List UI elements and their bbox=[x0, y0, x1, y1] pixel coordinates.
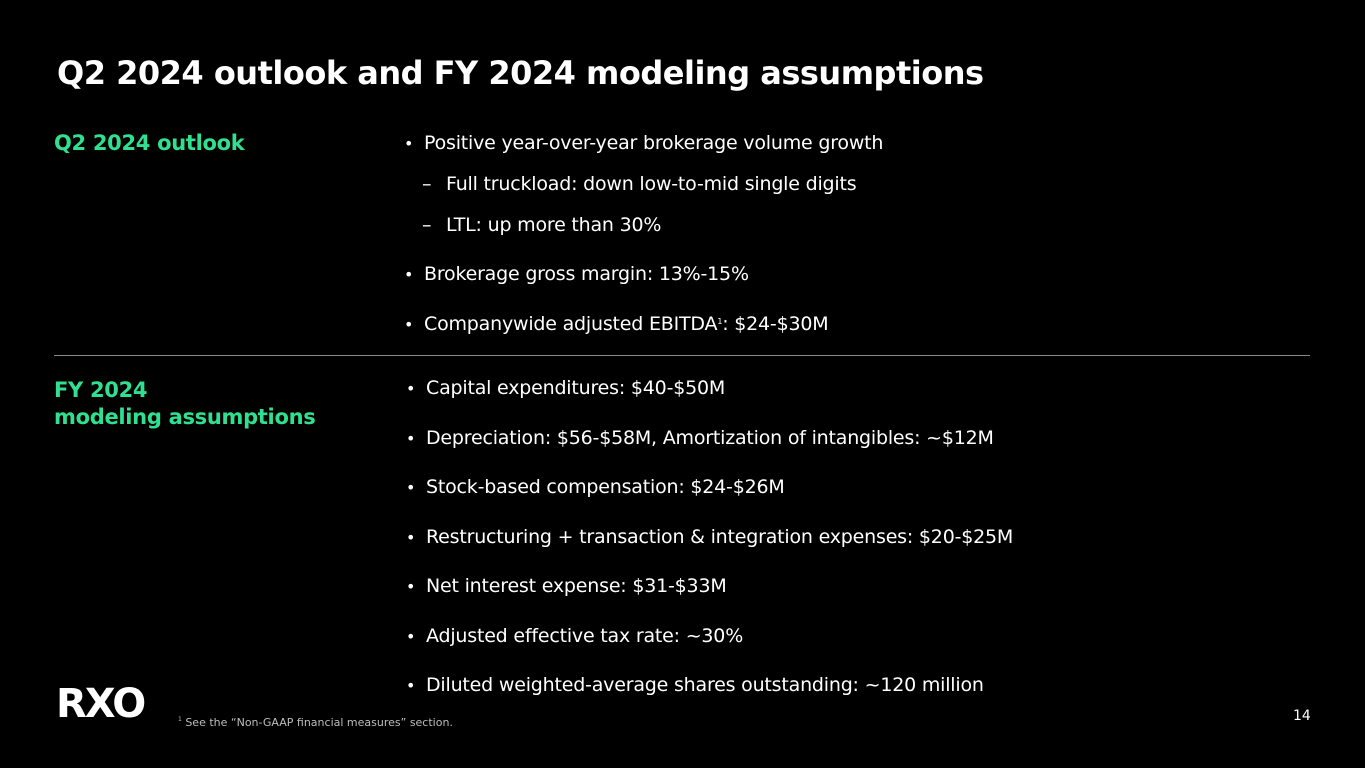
sub-bullet-marker: – bbox=[422, 214, 432, 236]
section-label-text: Q2 2024 outlook bbox=[54, 131, 245, 155]
footnote-text: See the “Non-GAAP financial measures” se… bbox=[185, 716, 453, 729]
section-divider bbox=[54, 355, 1310, 356]
bullet-text: Depreciation: $56-$58M, Amortization of … bbox=[426, 427, 994, 449]
bullet-restructuring: • Restructuring + transaction & integrati… bbox=[406, 525, 1013, 550]
bullet-marker: • bbox=[404, 265, 414, 284]
bullet-capex: • Capital expenditures: $40-$50M bbox=[406, 376, 725, 401]
sub-bullet-full-truckload: – Full truckload: down low-to-mid single … bbox=[422, 172, 857, 196]
bullet-text: Stock-based compensation: $24-$26M bbox=[426, 476, 785, 498]
bullet-marker: • bbox=[406, 528, 416, 547]
bullet-volume-growth: • Positive year-over-year brokerage volum… bbox=[404, 131, 883, 156]
bullet-marker: • bbox=[406, 478, 416, 497]
bullet-marker: • bbox=[406, 429, 416, 448]
bullet-marker: • bbox=[404, 134, 414, 153]
bullet-text: Companywide adjusted EBITDA bbox=[424, 313, 718, 335]
bullet-text: Capital expenditures: $40-$50M bbox=[426, 377, 726, 399]
bullet-marker: • bbox=[406, 577, 416, 596]
bullet-marker: • bbox=[404, 315, 414, 334]
bullet-text: Brokerage gross margin: 13%-15% bbox=[424, 263, 749, 285]
bullet-text: Net interest expense: $31-$33M bbox=[426, 575, 727, 597]
section-label-q2-outlook: Q2 2024 outlook bbox=[54, 130, 245, 157]
sub-bullet-ltl: – LTL: up more than 30% bbox=[422, 213, 661, 237]
rxo-logo: RXO bbox=[56, 681, 146, 727]
bullet-depreciation: • Depreciation: $56-$58M, Amortization of… bbox=[406, 426, 994, 451]
footnote: 1 See the “Non-GAAP financial measures” … bbox=[178, 716, 453, 729]
bullet-marker: • bbox=[406, 627, 416, 646]
bullet-adjusted-ebitda: • Companywide adjusted EBITDA1: $24-$30M bbox=[404, 312, 829, 337]
bullet-text: Adjusted effective tax rate: ~30% bbox=[426, 625, 744, 647]
section-label-fy-assumptions: FY 2024 modeling assumptions bbox=[54, 377, 316, 431]
bullet-stock-comp: • Stock-based compensation: $24-$26M bbox=[406, 475, 785, 500]
bullet-marker: • bbox=[406, 676, 416, 695]
bullet-net-interest: • Net interest expense: $31-$33M bbox=[406, 574, 727, 599]
section-label-line1: FY 2024 bbox=[54, 378, 148, 402]
sub-bullet-text: LTL: up more than 30% bbox=[446, 214, 662, 236]
sub-bullet-text: Full truckload: down low-to-mid single d… bbox=[446, 173, 857, 195]
page-number: 14 bbox=[1293, 708, 1311, 724]
bullet-gross-margin: • Brokerage gross margin: 13%-15% bbox=[404, 262, 749, 287]
bullet-text: Restructuring + transaction & integratio… bbox=[426, 526, 1014, 548]
sub-bullet-marker: – bbox=[422, 173, 432, 195]
bullet-text: Positive year-over-year brokerage volume… bbox=[424, 132, 884, 154]
bullet-tax-rate: • Adjusted effective tax rate: ~30% bbox=[406, 624, 743, 649]
bullet-diluted-shares: • Diluted weighted-average shares outstan… bbox=[406, 673, 984, 698]
footnote-marker: 1 bbox=[717, 317, 723, 326]
bullet-marker: • bbox=[406, 379, 416, 398]
bullet-text: Diluted weighted-average shares outstand… bbox=[426, 674, 984, 696]
page-title: Q2 2024 outlook and FY 2024 modeling ass… bbox=[57, 54, 984, 92]
footnote-number: 1 bbox=[178, 716, 182, 723]
bullet-text-value: : $24-$30M bbox=[722, 313, 829, 335]
section-label-line2: modeling assumptions bbox=[54, 405, 316, 429]
